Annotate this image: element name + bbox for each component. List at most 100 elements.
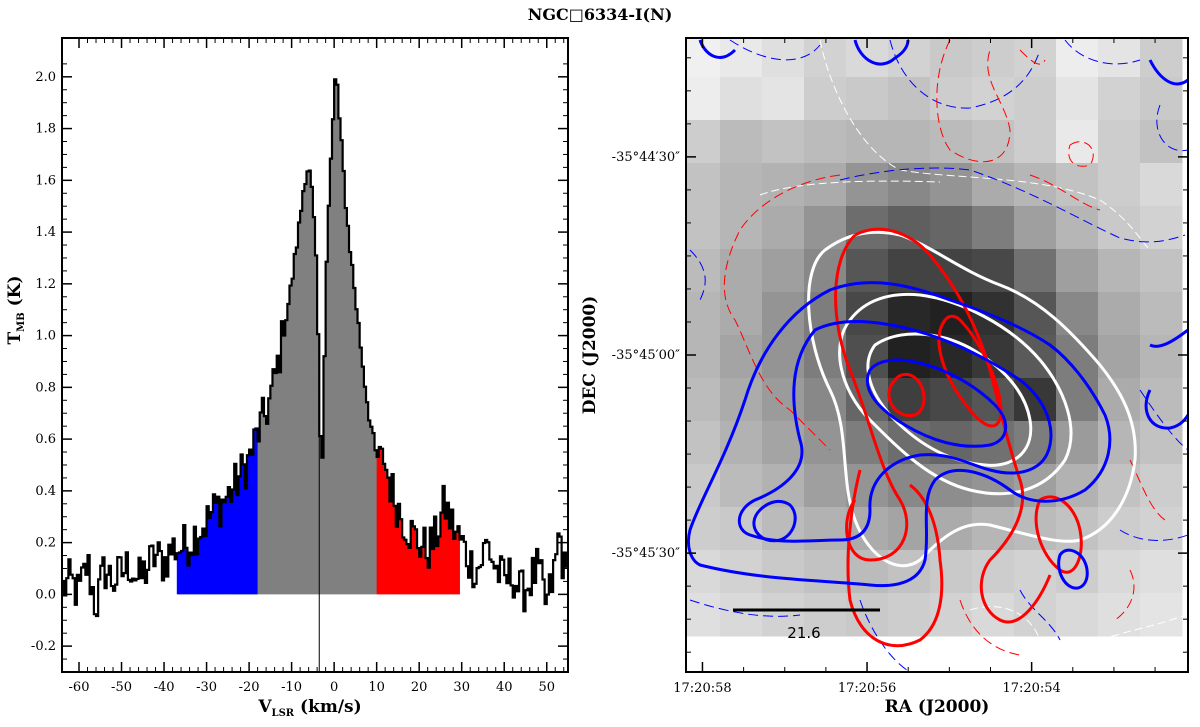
map-pixel <box>1140 249 1183 293</box>
x-label-sub: LSR <box>272 708 295 719</box>
spectrum-channel-bar <box>246 455 250 595</box>
map-pixel <box>846 593 889 637</box>
blue-dashed-contour <box>729 39 821 61</box>
map-pixel <box>930 550 973 594</box>
spectrum-channel-bar <box>280 321 284 595</box>
map-pixel <box>762 249 805 293</box>
map-pixel <box>1056 593 1099 637</box>
spectrum-channel-bar <box>451 509 454 595</box>
white-dashed-contour <box>969 606 1041 641</box>
map-pixel <box>1140 593 1183 637</box>
white-dashed-contour <box>759 180 941 196</box>
map-pixel <box>930 38 973 78</box>
spectrum-channel-bar <box>393 505 397 595</box>
map-pixel <box>1056 292 1099 336</box>
blue-contour <box>698 39 737 59</box>
spectrum-y-label: TMB (K) <box>5 276 27 345</box>
spectrum-channel-bar <box>266 423 269 595</box>
spectrum-channel-bar <box>257 441 261 595</box>
spectrum-channel-bar <box>249 449 252 595</box>
spectrum-channel-bar <box>310 186 314 595</box>
spectrum-channel-bar <box>414 529 418 595</box>
map-pixel <box>1056 77 1099 121</box>
white-contour-mid <box>838 292 1073 496</box>
blue-dashed-contour <box>1156 104 1188 152</box>
map-x-tick-label: 17:20:56 <box>838 681 896 696</box>
spectrum-channel-bar <box>385 469 388 595</box>
map-pixel <box>686 550 721 594</box>
spectrum-channel-bar <box>217 496 220 595</box>
x-tick-label: 50 <box>538 680 555 695</box>
x-tick-label: -10 <box>281 680 302 695</box>
spectrum-channel-bar <box>198 538 201 595</box>
map-pixel <box>804 421 847 465</box>
map-x-ticks: 17:20:58 17:20:56 17:20:54 <box>673 38 1156 696</box>
map-pixel <box>1098 292 1141 336</box>
blue-dashed-contour <box>1019 589 1061 641</box>
spectrum-channel-bar <box>308 170 312 595</box>
spectrum-channel-bar <box>340 140 344 595</box>
map-pixel <box>1098 120 1141 164</box>
spectrum-channel-bar <box>319 436 322 595</box>
map-pixel <box>1140 163 1183 207</box>
red-dashed-contours <box>723 39 1166 656</box>
blue-contour <box>1148 59 1188 86</box>
spectrum-channel-bar <box>200 536 203 595</box>
spectrum-channel-bar <box>329 158 333 595</box>
spectrum-channel-bar <box>327 205 331 595</box>
map-pixel <box>686 335 721 379</box>
map-pixel <box>846 77 889 121</box>
map-pixel <box>1098 77 1141 121</box>
red-contour <box>834 233 909 562</box>
spectrum-channel-bar <box>287 303 290 595</box>
spectrum-channel-bar <box>351 264 354 595</box>
blue-contour <box>853 39 910 66</box>
blue-contour-small <box>1057 548 1089 590</box>
map-pixel <box>972 77 1015 121</box>
blue-dashed-contour <box>889 39 1041 109</box>
map-pixel <box>888 163 931 207</box>
spectrum-channel-bar <box>295 247 299 595</box>
y-tick-label: 1.0 <box>35 329 56 344</box>
map-y-label: DEC (J2000) <box>580 296 600 415</box>
spectrum-channel-bar <box>304 184 307 595</box>
map-y-ticks: -35°44′30″ -35°45′00″ -35°45′30″ <box>612 57 1188 653</box>
spectrum-x-ticks: -60 -50 -40 -30 -20 -10 0 10 20 30 40 50 <box>69 38 565 695</box>
blue-dashed-contour <box>1119 529 1188 541</box>
map-pixel <box>762 550 805 594</box>
blue-contour <box>1149 328 1188 348</box>
map-pixel <box>1014 249 1057 293</box>
red-contour-peak <box>887 372 926 418</box>
map-pixel <box>720 249 763 293</box>
spectrum-channel-bar <box>268 398 271 595</box>
spectrum-channel-bar <box>183 525 186 595</box>
map-pixel <box>1056 249 1099 293</box>
map-pixel <box>1014 77 1057 121</box>
red-contour <box>846 469 944 648</box>
map-pixel <box>804 593 847 637</box>
map-pixel <box>1014 550 1057 594</box>
map-pixel <box>762 38 805 78</box>
y-tick-label: 0.2 <box>35 536 56 551</box>
y-tick-label: 1.6 <box>35 173 56 188</box>
map-pixel <box>1098 163 1141 207</box>
spectrum-channel-bar <box>391 474 395 595</box>
y-tick-label: 0.0 <box>35 587 56 602</box>
map-pixel <box>972 163 1015 207</box>
spectrum-channel-bar <box>368 420 371 595</box>
map-pixel <box>686 292 721 336</box>
map-panel: 21.6 17:20:58 17:20:56 17:20:54 -35°44′30″… <box>580 37 1189 717</box>
spectrum-channel-bar <box>334 79 337 595</box>
x-tick-label: -30 <box>196 680 217 695</box>
spectrum-channel-bar <box>446 502 450 595</box>
spectrum-channel-bar <box>397 503 401 595</box>
spectrum-channel-bar <box>297 222 301 595</box>
map-pixel <box>686 77 721 121</box>
spectrum-channel-bar <box>219 526 222 595</box>
map-pixel <box>888 120 931 164</box>
spectrum-channel-bar <box>225 496 229 595</box>
map-pixel <box>686 120 721 164</box>
map-pixel <box>1056 507 1099 551</box>
spectrum-channel-bar <box>440 512 443 595</box>
